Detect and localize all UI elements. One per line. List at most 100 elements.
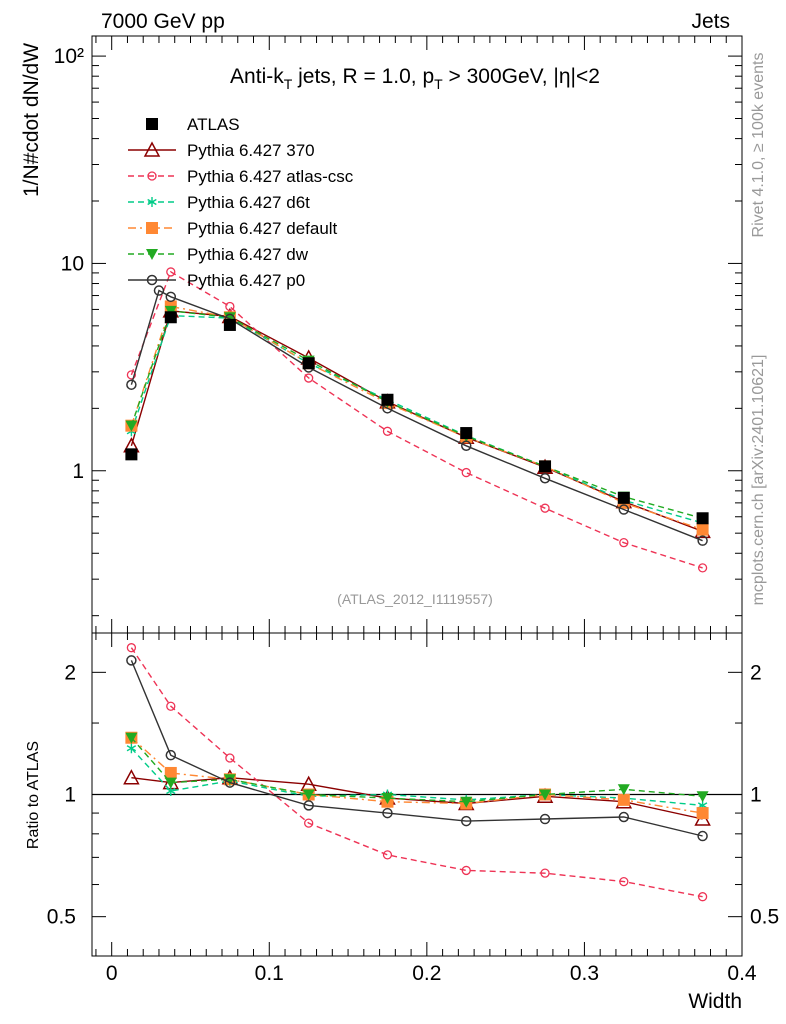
header-jets-label: Jets [691, 10, 730, 33]
star-marker-stroke [166, 787, 176, 795]
ratio-atlas-csc-point [619, 876, 629, 887]
ratio-atlas-csc-point [461, 865, 471, 876]
ratio-p0-point [460, 815, 472, 827]
ratio-y-tick-label-right: 0.5 [750, 906, 779, 929]
legend-entry-label: Pythia 6.427 p0 [187, 271, 305, 290]
series-atlas-csc-point [126, 370, 137, 380]
atlas-data-point [302, 357, 315, 370]
ratio-p0-point [697, 830, 708, 842]
ratio-dw-point [125, 732, 138, 744]
ratio-dw-point [539, 789, 552, 801]
series-p0-point [460, 440, 472, 452]
legend-marker [146, 274, 158, 286]
ratio-d6t-point [126, 743, 137, 754]
ratio-y-tick-label: 0.5 [47, 906, 76, 929]
series-p0-point [618, 504, 630, 515]
main-y-tick-label: 1 [72, 460, 84, 483]
main-y-tick-label: 10² [54, 45, 84, 68]
x-tick-label: 0.2 [412, 962, 441, 985]
series-atlas-csc-point [166, 267, 176, 277]
atlas-data-point [460, 427, 473, 440]
x-tick-label: 0.4 [727, 962, 757, 985]
atlas-data-point [696, 512, 709, 525]
axis-ticks: 0 0.1 0.2 0.3 0.4 1 10 10² 0.5 0.5 1 1 2 2 [47, 36, 779, 985]
series-atlas-csc-point [697, 563, 708, 573]
ratio-y-tick-label-right: 2 [750, 661, 762, 684]
series-atlas-csc-point [304, 373, 314, 383]
ratio-atlas-csc-point [166, 701, 176, 711]
legend-marker [143, 141, 161, 157]
main-plot-layer [123, 267, 711, 573]
ratio-dw-point [381, 793, 394, 805]
x-axis-label: Width [688, 990, 742, 1013]
series-d6t-line [130, 314, 703, 524]
series-p0-point [539, 473, 551, 484]
series-p0-point [697, 535, 708, 546]
x-tick-label: 0 [106, 962, 118, 985]
ratio-dw-point [617, 784, 630, 796]
ratio-370-line [131, 776, 703, 820]
series-atlas-csc-line [130, 270, 703, 569]
ratio-y-axis-label: Ratio to ATLAS [25, 741, 42, 849]
ratio-p0-point [126, 655, 137, 666]
atlas-data-point [223, 318, 236, 331]
legend-marker [147, 197, 157, 207]
legend-marker [147, 171, 157, 181]
series-default-line [130, 305, 703, 531]
atlas-data-point [381, 393, 394, 406]
ratio-370-point [123, 769, 140, 785]
ratio-plot-layer [123, 643, 711, 902]
series-p0-line [130, 289, 703, 542]
series-atlas-csc-point [461, 467, 471, 478]
analysis-id-label: (ATLAS_2012_I1119557) [337, 591, 493, 607]
ratio-default-point [164, 766, 177, 779]
ratio-dw-point [223, 774, 236, 786]
rivet-label: Rivet 4.1.0, ≥ 100k events [750, 53, 767, 238]
ratio-atlas-csc-point [540, 868, 550, 878]
legend-entry-label: Pythia 6.427 atlas-csc [187, 167, 354, 186]
ratio-p0-point [382, 807, 393, 819]
legend-entry-label: Pythia 6.427 default [187, 219, 338, 238]
ratio-dw-point [302, 789, 315, 801]
x-tick-label: 0.3 [570, 962, 599, 985]
series-atlas-csc-point [225, 301, 235, 312]
series-370-line [130, 310, 703, 533]
legend: ATLAS Pythia 6.427 370 Pythia 6.427 atlas-… [128, 115, 354, 290]
ratio-atlas-csc-line [130, 647, 703, 898]
legend-entry-label: ATLAS [187, 115, 240, 134]
main-y-axis-label: 1/N#cdot dN/dW [20, 43, 43, 197]
legend-entry-label: Pythia 6.427 dw [187, 245, 309, 264]
ratio-p0-point [303, 800, 314, 811]
series-dw-point [125, 420, 138, 432]
ratio-atlas-csc-point [126, 643, 137, 653]
series-atlas-csc-point [382, 426, 393, 436]
legend-entry-label: Pythia 6.427 d6t [187, 193, 310, 212]
ratio-y-tick-label: 1 [64, 784, 76, 807]
mcplots-label: mcplots.cern.ch [arXiv:2401.10621] [750, 355, 767, 606]
ratio-dw-point [460, 796, 473, 808]
ratio-default-point [617, 793, 630, 806]
ratio-dw-point [164, 777, 177, 789]
ratio-dw-point [696, 791, 709, 803]
x-tick-label: 0.1 [255, 962, 284, 985]
star-marker-stroke [147, 198, 157, 206]
ratio-atlas-csc-point [382, 850, 393, 860]
legend-marker [146, 249, 158, 260]
star-marker-stroke [126, 745, 137, 752]
series-default-point [696, 523, 709, 536]
ratio-p0-point [618, 811, 630, 823]
ratio-p0-point [224, 777, 236, 788]
atlas-data-point [125, 448, 138, 461]
ratio-p0-point [539, 813, 551, 825]
ratio-y-tick-label: 2 [64, 661, 76, 684]
atlas-data-point [539, 460, 552, 473]
header-energy-label: 7000 GeV pp [101, 10, 225, 33]
series-atlas-csc-point [619, 538, 629, 548]
series-atlas-csc-point [540, 503, 550, 513]
ratio-atlas-csc-point [697, 892, 708, 902]
ratio-p0-point [165, 749, 177, 761]
ratio-atlas-csc-point [304, 818, 314, 828]
series-dw-line [130, 310, 703, 519]
series-p0-point [153, 285, 165, 296]
